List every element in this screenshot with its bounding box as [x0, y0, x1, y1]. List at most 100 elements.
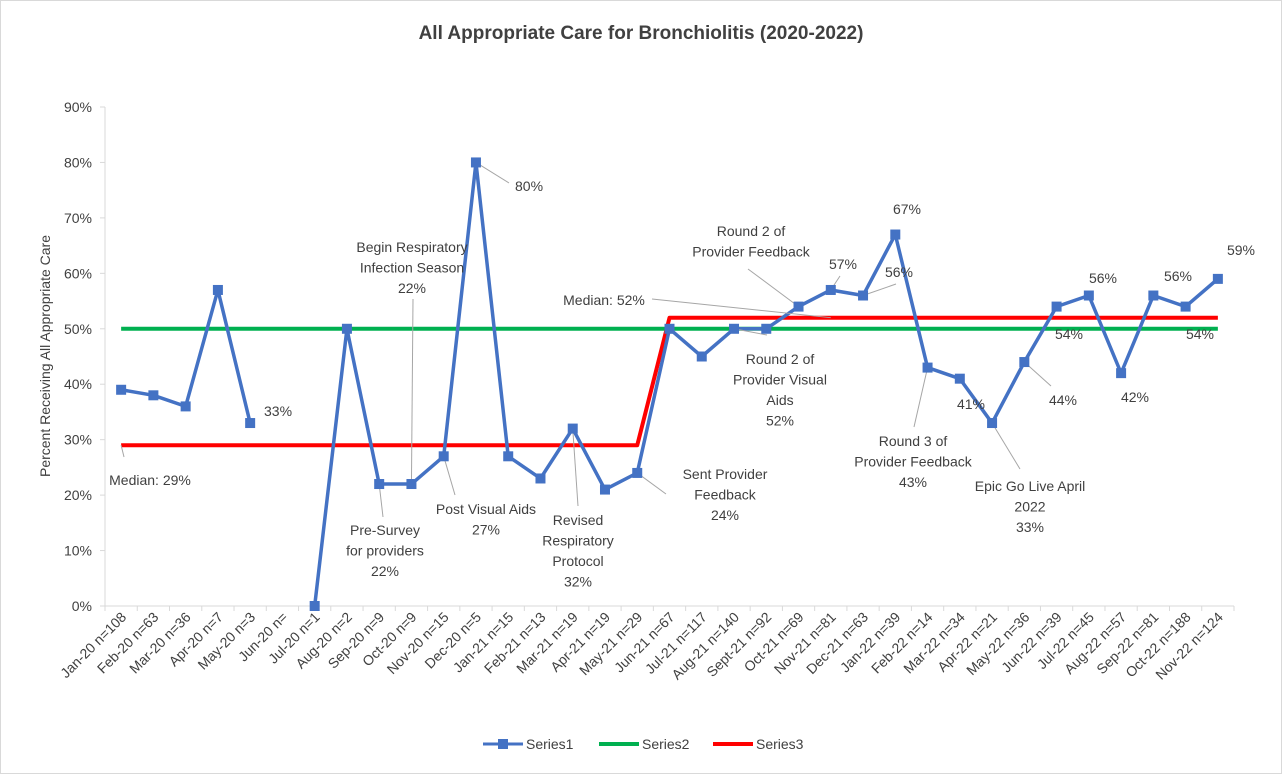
y-tick-label: 90% — [64, 99, 92, 115]
axes: 0%10%20%30%40%50%60%70%80%90%Jan-20 n=10… — [57, 99, 1235, 683]
annotation-leader-line — [410, 298, 414, 485]
data-label-line: Protocol — [552, 553, 603, 569]
annotation-leader-line — [862, 283, 897, 296]
data-label-line: 24% — [711, 507, 739, 523]
data-label-line: 2022 — [1014, 499, 1045, 515]
data-label-line: Median: 52% — [563, 292, 645, 308]
data-point-marker — [825, 284, 836, 295]
y-tick-label: 70% — [64, 210, 92, 226]
y-tick-label: 60% — [64, 265, 92, 281]
data-point-marker — [309, 601, 320, 611]
data-label: Begin Respiratory Infection Season 22% — [356, 239, 467, 296]
data-label-line: 59% — [1227, 242, 1255, 258]
annotations: Median: 29% 33% 80% Begin Respiratory Infect… — [109, 178, 1255, 590]
data-label-line: 56% — [1089, 270, 1117, 286]
data-label: Round 3 of Provider Feedback 43% — [854, 433, 973, 490]
data-point-marker — [245, 418, 256, 429]
data-point-marker — [1148, 290, 1159, 301]
data-point-marker — [1051, 301, 1062, 312]
data-label: Epic Go Live April 2022 33% — [975, 478, 1086, 535]
data-label-line: 80% — [515, 178, 543, 194]
y-axis-label: Percent Receiving All Appropriate Care — [37, 235, 53, 477]
chart-title: All Appropriate Care for Bronchiolitis (… — [419, 23, 864, 44]
legend-label-series2: Series2 — [642, 736, 690, 752]
annotation-leader-line — [475, 162, 510, 184]
data-label-line: Epic Go Live April — [975, 478, 1086, 494]
data-label: Round 2 of Provider Feedback — [692, 223, 811, 260]
data-point-marker — [1019, 357, 1030, 368]
data-point-marker — [148, 390, 159, 401]
data-point-marker — [341, 323, 352, 334]
data-point-marker — [599, 484, 610, 495]
data-label-line: 44% — [1049, 392, 1077, 408]
annotation-leader-line — [747, 268, 799, 308]
data-label: Sent Provider Feedback 24% — [683, 466, 768, 523]
data-point-marker — [1083, 290, 1094, 301]
series-markers — [116, 157, 1223, 611]
y-tick-label: 20% — [64, 487, 92, 503]
data-label-line: Round 2 of — [746, 351, 815, 367]
annotation-leader-line — [733, 328, 768, 336]
series-line-series3 — [121, 315, 1218, 448]
data-label-line: 22% — [398, 280, 426, 296]
legend-marker — [498, 739, 508, 749]
data-label-line: 43% — [899, 474, 927, 490]
data-point-marker — [890, 229, 901, 240]
data-label-line: Pre-Survey — [350, 522, 420, 538]
legend-label-series3: Series3 — [756, 736, 804, 752]
data-label: 56% — [1089, 270, 1117, 286]
legend-label-series1: Series1 — [526, 736, 574, 752]
data-point-marker — [1212, 273, 1223, 284]
y-tick-label: 40% — [64, 376, 92, 392]
data-point-marker — [503, 451, 514, 462]
data-label: 54% — [1055, 326, 1083, 342]
data-label-line: Infection Season — [360, 260, 464, 276]
data-label-line: Aids — [766, 392, 793, 408]
data-label-line: Revised — [553, 512, 604, 528]
data-label-line: Provider Feedback — [854, 454, 973, 470]
data-point-marker — [761, 323, 772, 334]
data-label-line: 54% — [1055, 326, 1083, 342]
data-label-line: Feedback — [694, 487, 756, 503]
y-tick-label: 80% — [64, 154, 92, 170]
y-tick-label: 50% — [64, 321, 92, 337]
legend: Series1 Series2 Series3 — [483, 736, 804, 752]
data-point-marker — [116, 384, 127, 395]
annotation-leader-line — [378, 483, 384, 518]
data-point-marker — [212, 284, 223, 295]
data-label-line: Post Visual Aids — [436, 501, 536, 517]
data-point-marker — [374, 479, 385, 490]
annotation-leader-line — [651, 298, 831, 319]
series-lines — [120, 160, 1220, 607]
data-label-line: 32% — [564, 574, 592, 590]
data-label-line: 56% — [885, 264, 913, 280]
data-label: Pre-Survey for providers 22% — [346, 522, 424, 579]
data-label: 41% — [957, 396, 985, 412]
annotation-leader-line — [913, 367, 929, 428]
data-label-line: 54% — [1186, 326, 1214, 342]
data-label-line: Provider Visual — [733, 372, 827, 388]
data-label: 59% — [1227, 242, 1255, 258]
data-label: 56% — [885, 264, 913, 280]
annotation-leader-line — [991, 422, 1021, 470]
data-label-line: 42% — [1121, 389, 1149, 405]
data-label-line: Round 2 of — [717, 223, 786, 239]
data-label-line: Begin Respiratory — [356, 239, 467, 255]
y-tick-label: 30% — [64, 432, 92, 448]
data-label: Post Visual Aids 27% — [436, 501, 536, 538]
data-label-line: Respiratory — [542, 533, 614, 549]
data-label: 54% — [1186, 326, 1214, 342]
data-point-marker — [987, 418, 998, 429]
data-label-line: for providers — [346, 543, 424, 559]
data-label: 67% — [893, 201, 921, 217]
data-point-marker — [180, 401, 191, 412]
data-label-line: 56% — [1164, 268, 1192, 284]
data-label-line: 33% — [1016, 519, 1044, 535]
data-point-marker — [438, 451, 449, 462]
data-point-marker — [793, 301, 804, 312]
annotation-leader-line — [443, 456, 456, 496]
data-label-line: 33% — [264, 403, 292, 419]
data-point-marker — [664, 323, 675, 334]
